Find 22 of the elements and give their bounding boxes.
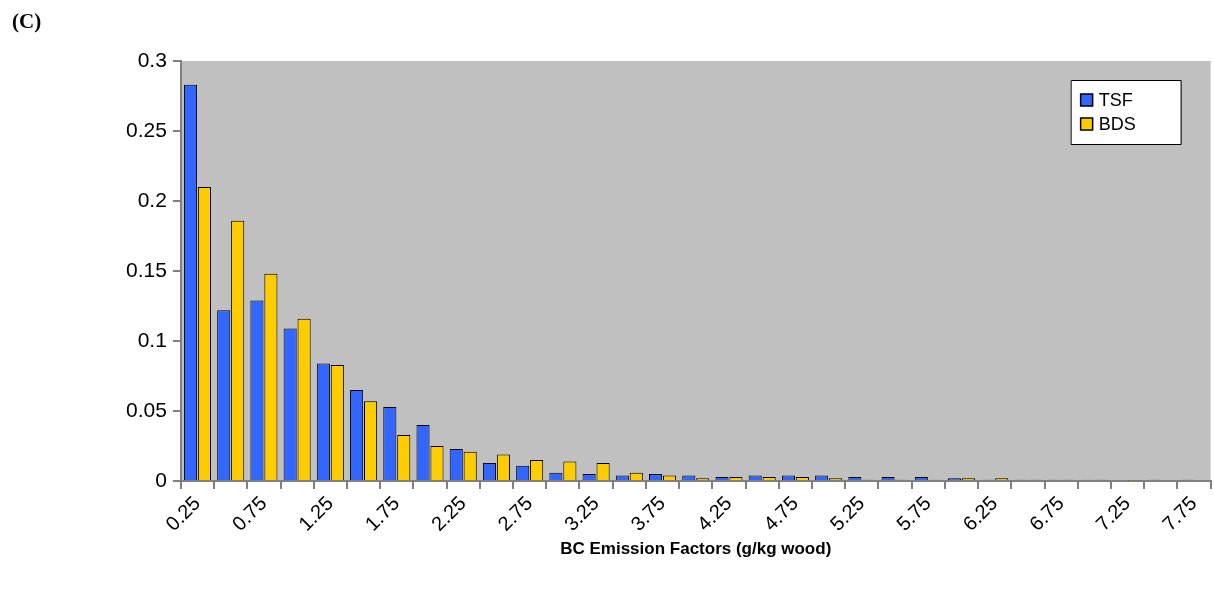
y-tick-label: 0.05 [126,397,167,421]
y-tick-label: 0.1 [137,327,167,351]
x-tick-label: 7.25 [1091,491,1135,535]
legend-label: TSF [1098,89,1133,110]
x-tick-label: 4.25 [692,491,736,535]
x-tick-label: 3.25 [559,491,603,535]
x-tick-label: 5.25 [825,491,869,535]
y-tick-label: 0.3 [137,47,167,71]
x-tick-label: 3.75 [626,491,670,535]
x-tick-label: 4.75 [759,491,803,535]
x-tick-label: 6.75 [1024,491,1068,535]
legend-label: BDS [1098,113,1136,134]
x-tick-label: 7.75 [1157,491,1201,535]
x-axis-title: BC Emission Factors (g/kg wood) [560,539,832,559]
text: (C) [12,8,42,33]
y-tick-label: 0.2 [137,187,167,211]
y-tick-label: 0.15 [126,257,167,281]
x-tick-label: 5.75 [891,491,936,535]
x-tick-label: 6.25 [958,491,1002,535]
y-tick-label: 0 [155,467,167,491]
x-tick-label: 0.75 [227,491,271,535]
y-tick-label: 0.25 [126,117,167,141]
